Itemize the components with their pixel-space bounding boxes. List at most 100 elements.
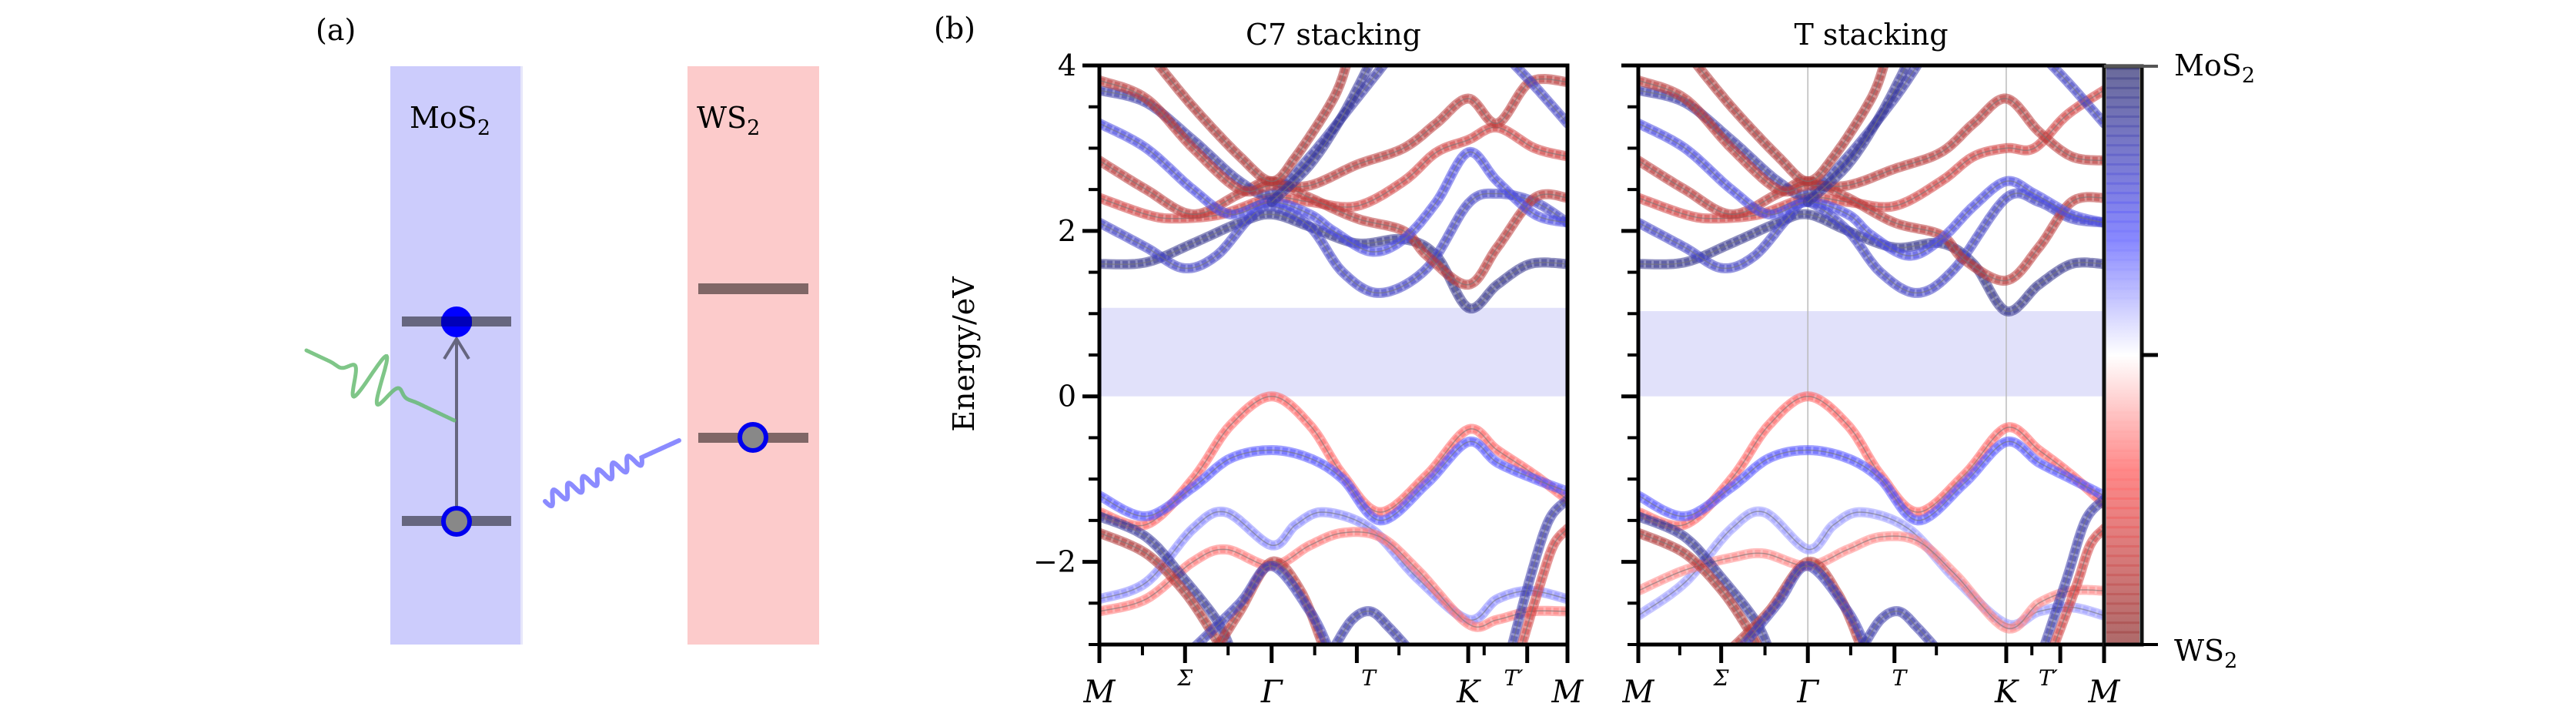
colorbar-stripe: [2106, 68, 2139, 70]
colorbar-stripe: [2106, 192, 2139, 195]
colorbar-stripe: [2106, 182, 2139, 185]
band-cb9-line: [1807, 65, 1908, 203]
x-tick-label: Σ: [1176, 665, 1193, 691]
excitation-arrowhead: [443, 336, 470, 360]
x-tick-label: T′: [1504, 665, 1524, 691]
band-vb3-line: [1099, 511, 1567, 621]
x-tick-label: T: [1892, 665, 1908, 691]
electron-level-overlay: [441, 316, 472, 327]
band-vb8-line: [1743, 565, 1865, 645]
band-cb8-line: [1697, 65, 1885, 183]
ws2-layer-box: [687, 66, 819, 645]
hole-icon-ws2: [738, 422, 768, 453]
x-tick-label: Γ: [1796, 675, 1819, 710]
plot-t-stacking: T stacking M Σ Γ T K T′ M: [1621, 18, 2121, 710]
band-cb2-line: [1099, 193, 1567, 294]
colorbar-stripe: [2106, 105, 2139, 109]
x-tick-label: M: [2088, 675, 2121, 710]
x-tick-label: T′: [2039, 665, 2059, 691]
colorbar-stripe: [2106, 468, 2139, 471]
colorbar-bottom-label: WS2: [2174, 634, 2237, 673]
colorbar-stripe: [2106, 268, 2139, 271]
colorbar-stripe: [2106, 564, 2139, 567]
band-gap-region: [1638, 311, 2104, 397]
colorbar-stripe: [2106, 144, 2139, 147]
y-tick-label: 0: [1058, 380, 1076, 414]
colorbar-stripe: [2106, 554, 2139, 558]
hole-icon-mos2: [441, 506, 472, 537]
colorbar-stripe: [2106, 420, 2139, 424]
colorbar-stripe: [2106, 239, 2139, 243]
colorbar-stripe: [2106, 497, 2139, 500]
band-cb8-line: [1158, 65, 1347, 183]
colorbar-stripe: [2106, 478, 2139, 481]
colorbar-stripe: [2106, 440, 2139, 443]
colorbar-stripe: [2106, 526, 2139, 529]
band-vb3-line: [1638, 511, 2104, 626]
band-cb8: [1691, 65, 1889, 186]
colorbar-stripe: [2106, 125, 2139, 128]
band-vb2-line: [1638, 440, 2104, 521]
x-tick-label: K: [1994, 675, 2019, 710]
colorbar-stripe: [2106, 201, 2139, 204]
colorbar-stripe: [2106, 96, 2139, 99]
colorbar-stripe: [2106, 287, 2139, 290]
mos2-box-edge: [520, 66, 523, 645]
colorbar-stripe: [2106, 86, 2139, 89]
band-cb2-line: [1638, 193, 2104, 294]
x-tick-label: T: [1361, 665, 1377, 691]
band-vb11-line: [2053, 528, 2104, 645]
band-vb8-line: [1196, 565, 1328, 645]
band-cb7-line: [1099, 78, 1567, 193]
plot-title: C7 stacking: [1246, 18, 1421, 52]
colorbar-stripe: [2106, 621, 2139, 625]
band-cb7-line: [1638, 79, 2104, 193]
x-tick-label: Γ: [1260, 675, 1283, 710]
band-vb2-line: [1099, 440, 1567, 521]
x-tick-label: M: [1622, 675, 1655, 710]
band-vb10-line: [2044, 499, 2104, 645]
y-tick-label: 2: [1058, 214, 1076, 248]
y-tick-label: 4: [1058, 49, 1076, 82]
band-cb4-line: [1638, 159, 2104, 282]
x-tick-label: M: [1551, 675, 1584, 710]
x-tick-label: M: [1083, 675, 1116, 710]
colorbar-stripe: [2106, 450, 2139, 452]
colorbar-stripe: [2106, 116, 2139, 118]
band-vb11-line: [1521, 528, 1567, 645]
colorbar: MoS2 WS2: [2102, 49, 2255, 673]
colorbar-stripe: [2106, 516, 2139, 519]
x-tick-label: Σ: [1713, 665, 1729, 691]
colorbar-stripe: [2106, 631, 2139, 634]
colorbar-stripe: [2106, 296, 2139, 300]
colorbar-stripe: [2106, 487, 2139, 491]
colorbar-top-label: MoS2: [2174, 49, 2255, 88]
colorbar-stripe: [2106, 229, 2139, 233]
colorbar-stripe: [2106, 249, 2139, 252]
band-cb4-line: [1099, 159, 1567, 286]
colorbar-stripe: [2106, 172, 2139, 176]
pump-photon-icon: [304, 348, 457, 423]
y-tick-label: −2: [1033, 545, 1076, 579]
plot-c7-stacking: C7 stacking −2 0 2 4 M Σ Γ T K T′ M: [1033, 18, 1584, 710]
band-vb6-line: [1638, 532, 1758, 645]
x-tick-label: K: [1456, 675, 1481, 710]
band-cb5-line: [1099, 122, 1567, 253]
band-cb5-line: [1638, 122, 2104, 256]
colorbar-stripe: [2106, 430, 2139, 434]
mos2-layer-label: MoS2: [410, 101, 490, 140]
band-cb9-line: [1271, 65, 1370, 203]
band-vb9-line: [1863, 610, 1934, 645]
ws2-layer-label: WS2: [697, 101, 760, 140]
band-vb4-line: [1638, 535, 2104, 630]
panel-a: (a) MoS2 WS2: [304, 13, 819, 645]
colorbar-stripe: [2106, 259, 2139, 261]
panel-b-label: (b): [934, 12, 975, 45]
colorbar-gradient: [2106, 66, 2139, 645]
ws2-conduction-level: [698, 283, 808, 294]
colorbar-stripe: [2106, 574, 2139, 577]
colorbar-stripe: [2106, 459, 2139, 462]
colorbar-stripe: [2106, 593, 2139, 595]
colorbar-stripe: [2106, 545, 2139, 548]
